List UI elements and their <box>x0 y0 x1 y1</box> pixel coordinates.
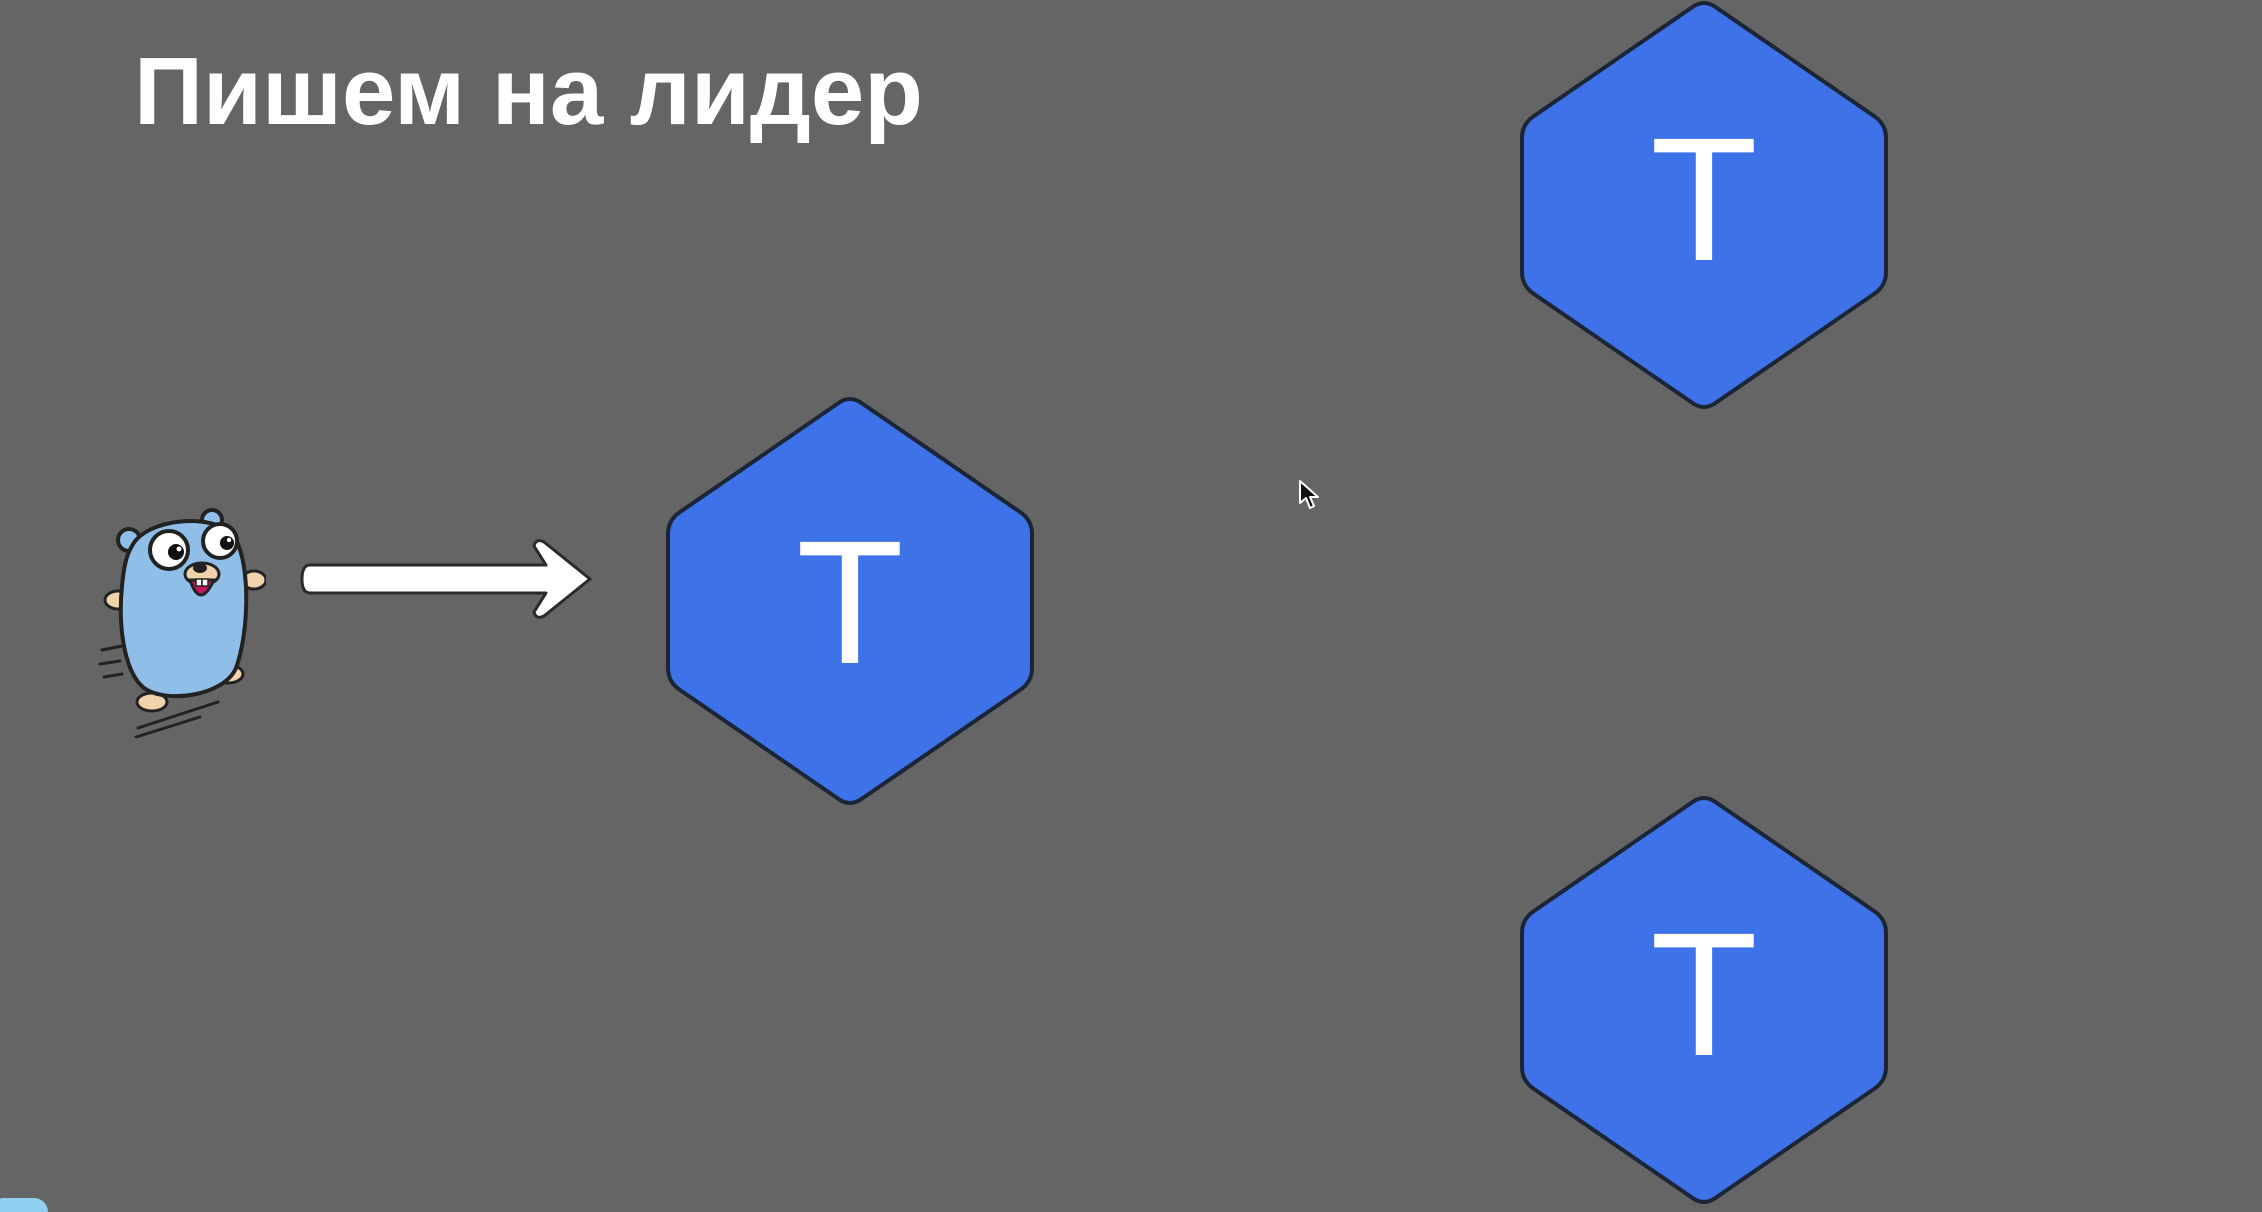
corner-overlay-badge[interactable] <box>0 1198 48 1212</box>
slide-title: Пишем на лидер <box>134 38 923 145</box>
hexagon-shape <box>1520 796 1888 1204</box>
arrow-right-icon <box>300 536 600 622</box>
node-label: T <box>1650 102 1758 298</box>
node-label: T <box>1650 897 1758 1093</box>
hexagon-shape <box>1520 1 1888 409</box>
leader-node: T <box>664 396 1036 806</box>
mouse-cursor-icon <box>1298 479 1320 511</box>
follower-node-bottom: T <box>1518 795 1890 1205</box>
follower-node-top: T <box>1518 0 1890 410</box>
hexagon-shape <box>666 397 1034 805</box>
node-label: T <box>796 505 904 701</box>
go-gopher-icon <box>96 506 266 738</box>
